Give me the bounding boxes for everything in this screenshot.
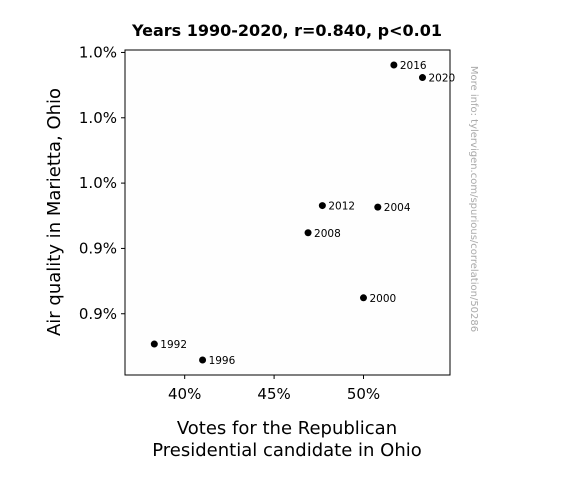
- point-label-2000: 2000: [369, 293, 396, 305]
- x-axis-label-line-2: Presidential candidate in Ohio: [152, 440, 422, 461]
- data-point-1996: [199, 356, 207, 364]
- x-axis-ticks: 40% 45% 50%: [168, 375, 380, 403]
- y-tick-label: 1.0%: [79, 174, 117, 192]
- data-point-2012: [318, 202, 326, 210]
- chart-title: Years 1990-2020, r=0.840, p<0.01: [131, 21, 442, 40]
- y-axis-ticks: 0.9% 0.9% 1.0% 1.0% 1.0%: [79, 43, 125, 323]
- data-point-2004: [374, 203, 382, 211]
- point-label-1992: 1992: [160, 339, 187, 351]
- data-point-1992: [150, 340, 158, 348]
- x-tick-label: 45%: [257, 385, 290, 403]
- point-label-2016: 2016: [400, 60, 427, 72]
- data-point-2016: [390, 61, 398, 69]
- data-point-2000: [359, 294, 367, 302]
- point-label-2020: 2020: [428, 73, 455, 85]
- watermark-text: More info: tylervigen.com/spurious/corre…: [468, 66, 479, 332]
- y-tick-label: 1.0%: [79, 109, 117, 127]
- point-label-2004: 2004: [384, 202, 411, 214]
- x-tick-label: 50%: [347, 385, 380, 403]
- x-tick-label: 40%: [168, 385, 201, 403]
- plot-area: [124, 49, 451, 376]
- point-label-2012: 2012: [328, 201, 355, 213]
- data-point-2008: [304, 229, 312, 237]
- y-tick-label: 0.9%: [79, 305, 117, 323]
- y-tick-label: 0.9%: [79, 239, 117, 257]
- point-label-2008: 2008: [314, 228, 341, 240]
- point-label-1996: 1996: [209, 355, 236, 367]
- y-tick-label: 1.0%: [79, 43, 117, 61]
- x-axis-label-line-1: Votes for the Republican: [177, 418, 397, 439]
- y-axis-label: Air quality in Marietta, Ohio: [44, 88, 65, 336]
- data-point-2020: [418, 74, 426, 82]
